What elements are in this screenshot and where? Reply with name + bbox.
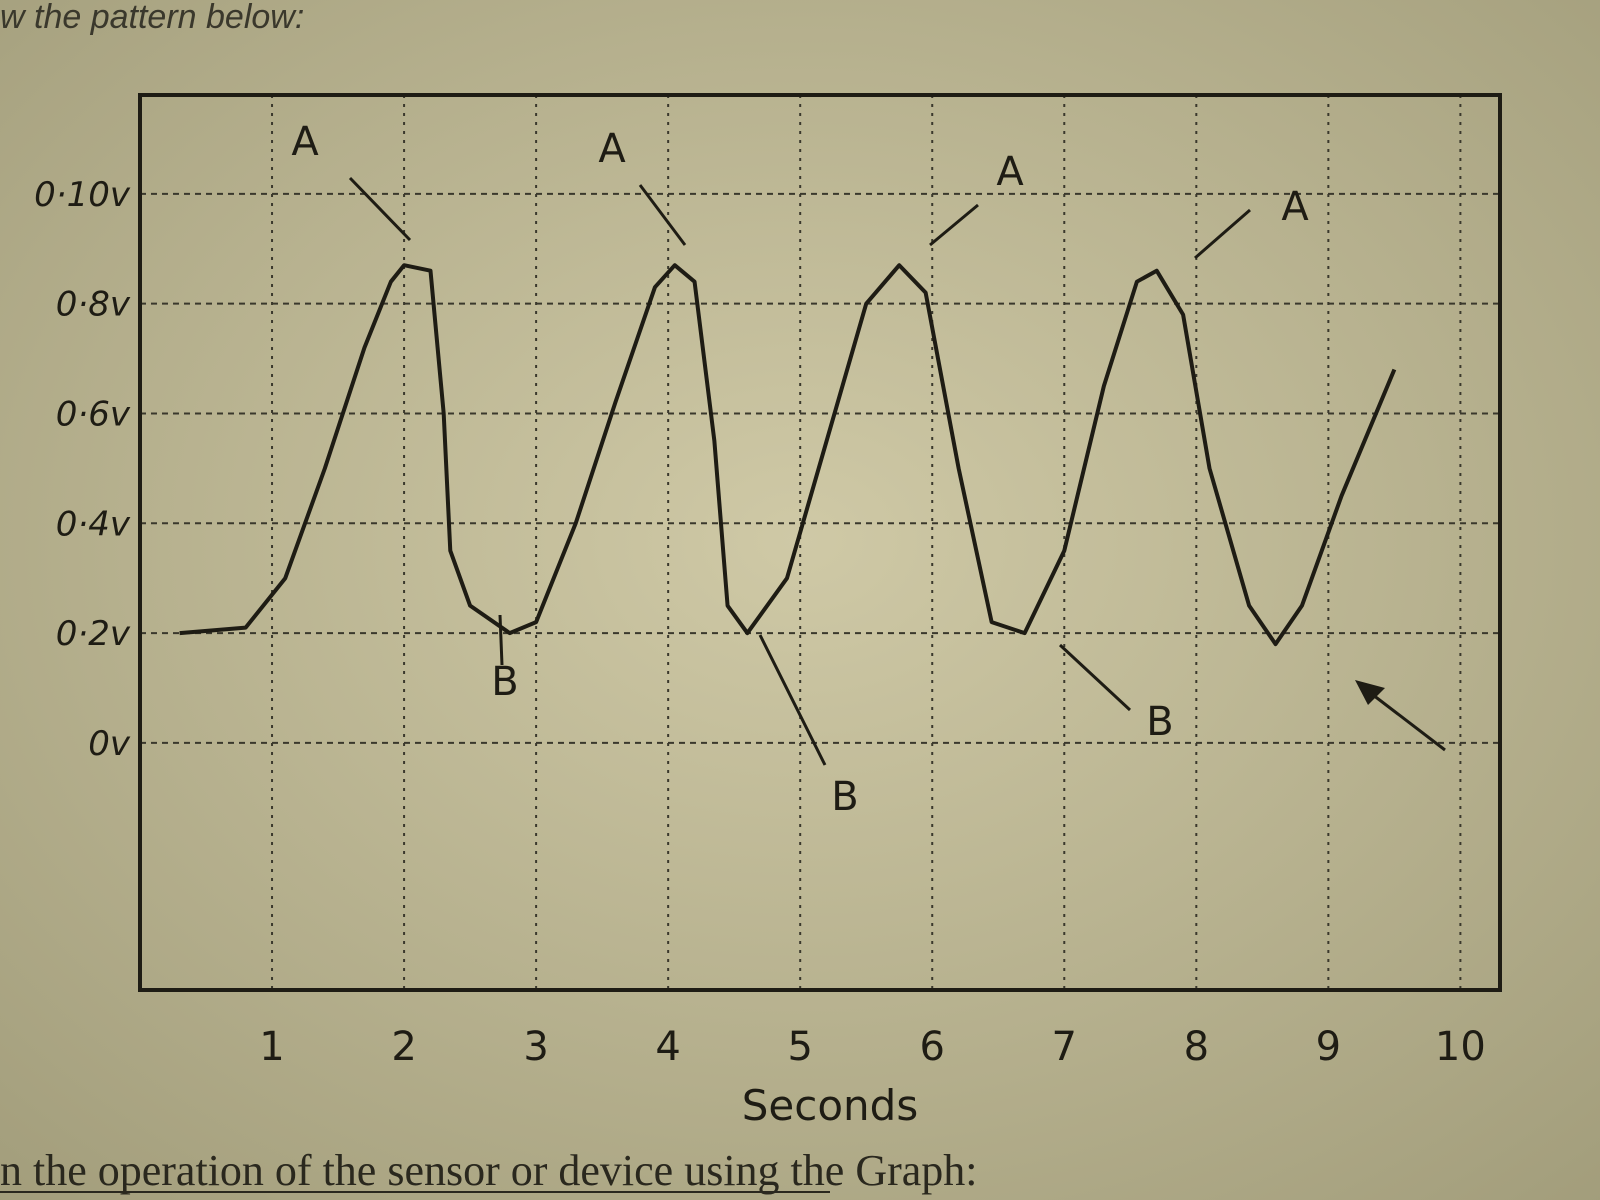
annotation: B	[1146, 699, 1173, 745]
annotation: A	[598, 126, 626, 172]
x-tick-label: 9	[1316, 1024, 1341, 1070]
annotation-leader	[638, 184, 687, 246]
x-axis-label: Seconds	[742, 1081, 918, 1130]
annotation-leader	[929, 203, 979, 247]
x-tick-label: 4	[655, 1024, 680, 1070]
y-tick-label: 0·10v	[34, 175, 131, 215]
y-tick-label: 0·6v	[56, 394, 131, 434]
annotation: B	[831, 774, 858, 820]
y-tick-label: 0·8v	[56, 285, 131, 325]
footer-text: n the operation of the sensor or device …	[0, 1146, 978, 1195]
x-tick-label: 2	[391, 1024, 416, 1070]
annotation: A	[996, 149, 1024, 195]
annotation-leader	[1194, 208, 1251, 260]
annotation-leader	[348, 176, 412, 242]
x-tick-label: 5	[787, 1024, 812, 1070]
data-line	[179, 263, 1397, 647]
annotation-leader	[1058, 643, 1132, 712]
x-tick-label: 6	[920, 1024, 945, 1070]
chart: 0v 0·2v 0·4v 0·6v 0·8v 0·10v 1 2 3 4 5 6 7 8 9 10 Second…	[34, 93, 1502, 1130]
x-tick-label: 3	[523, 1024, 548, 1070]
x-tick-label: 1	[259, 1024, 284, 1070]
y-tick-label: 0·2v	[56, 614, 131, 654]
x-tick-label: 10	[1435, 1024, 1486, 1070]
arrow-head	[1355, 680, 1385, 705]
annotation-leader	[758, 634, 827, 766]
annotation: A	[291, 119, 319, 165]
annotation-leader	[498, 614, 504, 666]
y-tick-label: 0·4v	[56, 504, 131, 544]
annotation: B	[491, 659, 518, 705]
annotation: A	[1281, 184, 1309, 230]
x-tick-label: 7	[1052, 1024, 1077, 1070]
header-text: w the pattern below:	[0, 0, 304, 36]
x-tick-label: 8	[1184, 1024, 1209, 1070]
plot-frame	[138, 93, 1502, 992]
y-tick-label: 0v	[88, 724, 131, 764]
